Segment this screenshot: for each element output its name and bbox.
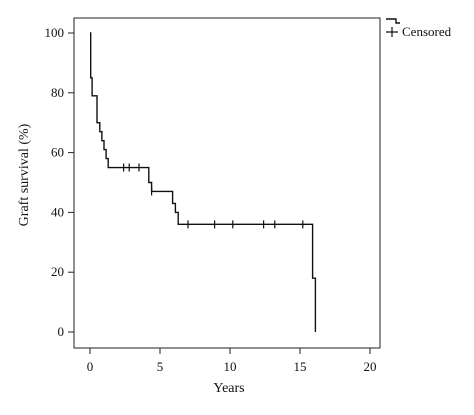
legend-step-icon [386,18,400,24]
y-axis: 0 20 40 60 80 100 [45,25,75,339]
legend: Censored [386,18,452,39]
survival-curve [90,32,317,332]
x-axis-label: Years [213,381,244,396]
x-tick-label: 0 [87,359,94,374]
plot-frame [73,17,381,349]
censor-marks [122,163,304,229]
x-tick-label: 10 [224,359,237,374]
y-tick-label: 80 [51,85,64,100]
x-tick-label: 5 [157,359,164,374]
legend-label-censored: Censored [402,24,452,39]
y-axis-label: Graft survival (%) [17,123,32,226]
x-tick-label: 15 [294,359,307,374]
y-tick-label: 0 [58,324,65,339]
x-tick-label: 20 [364,359,377,374]
y-tick-label: 60 [51,145,64,160]
y-tick-label: 100 [45,25,65,40]
y-tick-label: 20 [51,264,64,279]
y-tick-label: 40 [51,204,64,219]
x-axis: 0 5 10 15 20 [87,347,377,374]
